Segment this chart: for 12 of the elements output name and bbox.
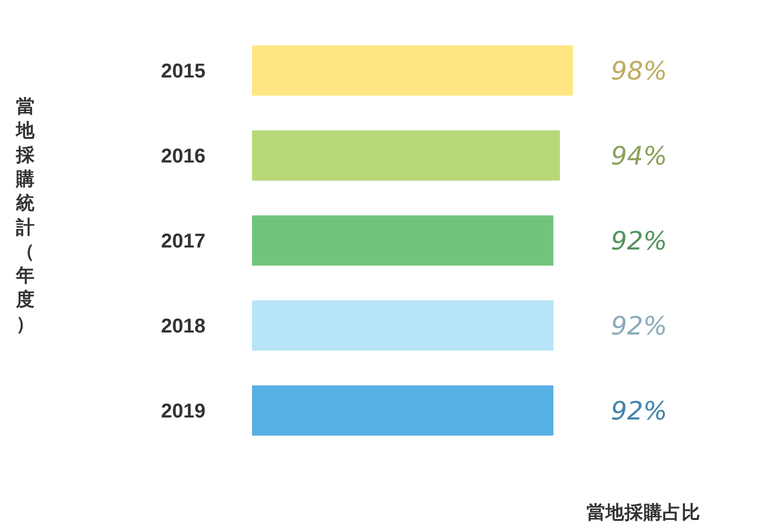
y-tick-label: 2016: [161, 146, 206, 168]
y-tick-label: 2015: [161, 60, 206, 82]
data-label: 94%: [610, 140, 668, 170]
data-label: 98%: [610, 56, 668, 86]
x-axis-title: 當地採購占比: [586, 502, 700, 522]
y-tick-label: 2018: [161, 316, 206, 338]
text: 當地採購統計（年度）: [16, 96, 35, 334]
y-tick-label: 2019: [161, 400, 206, 422]
data-label: 92%: [610, 226, 668, 256]
data-label: 92%: [610, 310, 668, 340]
data-label: 92%: [610, 396, 668, 426]
y-tick-label: 2017: [161, 230, 206, 252]
